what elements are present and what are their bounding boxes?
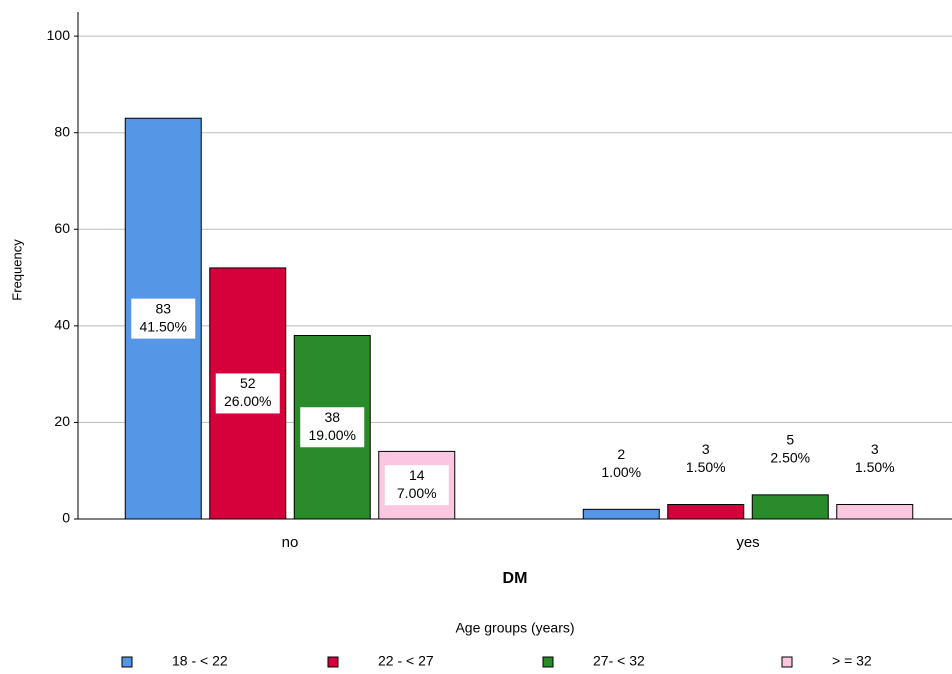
legend-label: 18 - < 22	[172, 653, 228, 669]
data-label: 7.00%	[397, 485, 437, 501]
data-label: 2.50%	[770, 450, 810, 466]
data-label: 1.00%	[601, 464, 641, 480]
legend-swatch	[327, 656, 339, 668]
x-tick-label: yes	[736, 534, 759, 551]
legend-label: > = 32	[832, 653, 872, 669]
legend-label: 27- < 32	[593, 653, 645, 669]
data-label: 52	[240, 375, 256, 391]
bar	[836, 504, 914, 520]
data-label: 41.50%	[140, 318, 187, 334]
data-label: 83	[155, 300, 171, 316]
legend-label: 22 - < 27	[378, 653, 434, 669]
data-label: 2	[617, 446, 625, 462]
label-box	[215, 373, 280, 414]
data-label: 3	[871, 441, 879, 457]
data-label: 14	[409, 467, 425, 483]
legend-swatch	[781, 656, 793, 668]
label-box	[842, 439, 907, 480]
legend-title: Age groups (years)	[455, 620, 574, 636]
legend-swatch	[542, 656, 554, 668]
bar	[667, 504, 745, 520]
y-tick-label: 0	[62, 510, 70, 526]
bar	[582, 508, 660, 520]
label-box	[384, 465, 449, 506]
label-box	[589, 444, 654, 485]
y-axis-title: Frequency	[9, 239, 24, 301]
bar	[751, 494, 829, 520]
data-label: 26.00%	[224, 393, 271, 409]
label-box	[300, 407, 365, 448]
y-tick-label: 100	[47, 27, 71, 43]
data-label: 3	[702, 441, 710, 457]
data-label: 5	[786, 432, 794, 448]
y-tick-label: 40	[54, 317, 70, 333]
data-label: 1.50%	[686, 459, 726, 475]
y-tick-label: 60	[54, 220, 70, 236]
y-tick-label: 20	[54, 413, 70, 429]
x-axis-title: DM	[503, 570, 528, 587]
x-tick-label: no	[282, 534, 299, 551]
label-box	[758, 429, 823, 470]
legend-swatch	[121, 656, 133, 668]
data-label: 38	[324, 409, 340, 425]
label-box	[131, 298, 196, 339]
data-label: 1.50%	[855, 459, 895, 475]
y-tick-label: 80	[54, 123, 70, 139]
label-box	[673, 439, 738, 480]
data-label: 19.00%	[309, 427, 356, 443]
